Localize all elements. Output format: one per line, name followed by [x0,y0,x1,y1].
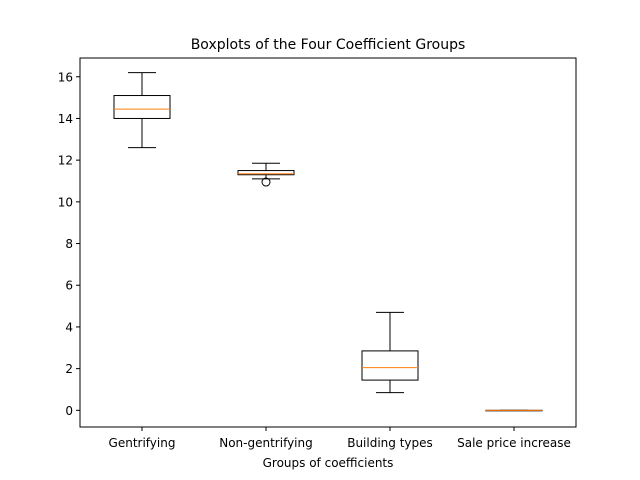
y-tick-label: 10 [58,195,73,209]
x-tick-label: Sale price increase [457,436,571,450]
y-tick-label: 2 [65,362,73,376]
plot-area: 0 2 4 6 8 10 12 14 16 Gentrifying Non-gentrifying B… [58,57,577,450]
y-tick-label: 14 [58,112,73,126]
axes-frame [79,57,577,428]
y-tick-label: 0 [65,404,73,418]
x-tick-label: Non-gentrifying [219,436,313,450]
y-tick-label: 4 [65,320,73,334]
box [361,350,419,381]
y-tick-label: 16 [58,70,73,84]
box [237,170,295,176]
box [113,95,171,119]
y-tick-label: 6 [65,279,73,293]
x-tick-label: Gentrifying [109,436,176,450]
y-tick-label: 12 [58,154,73,168]
chart-title: Boxplots of the Four Coefficient Groups [191,37,466,53]
x-axis-label: Groups of coefficients [263,456,394,470]
outlier-point [261,177,271,187]
x-tick-label: Building types [347,436,433,450]
y-tick-label: 8 [65,237,73,251]
